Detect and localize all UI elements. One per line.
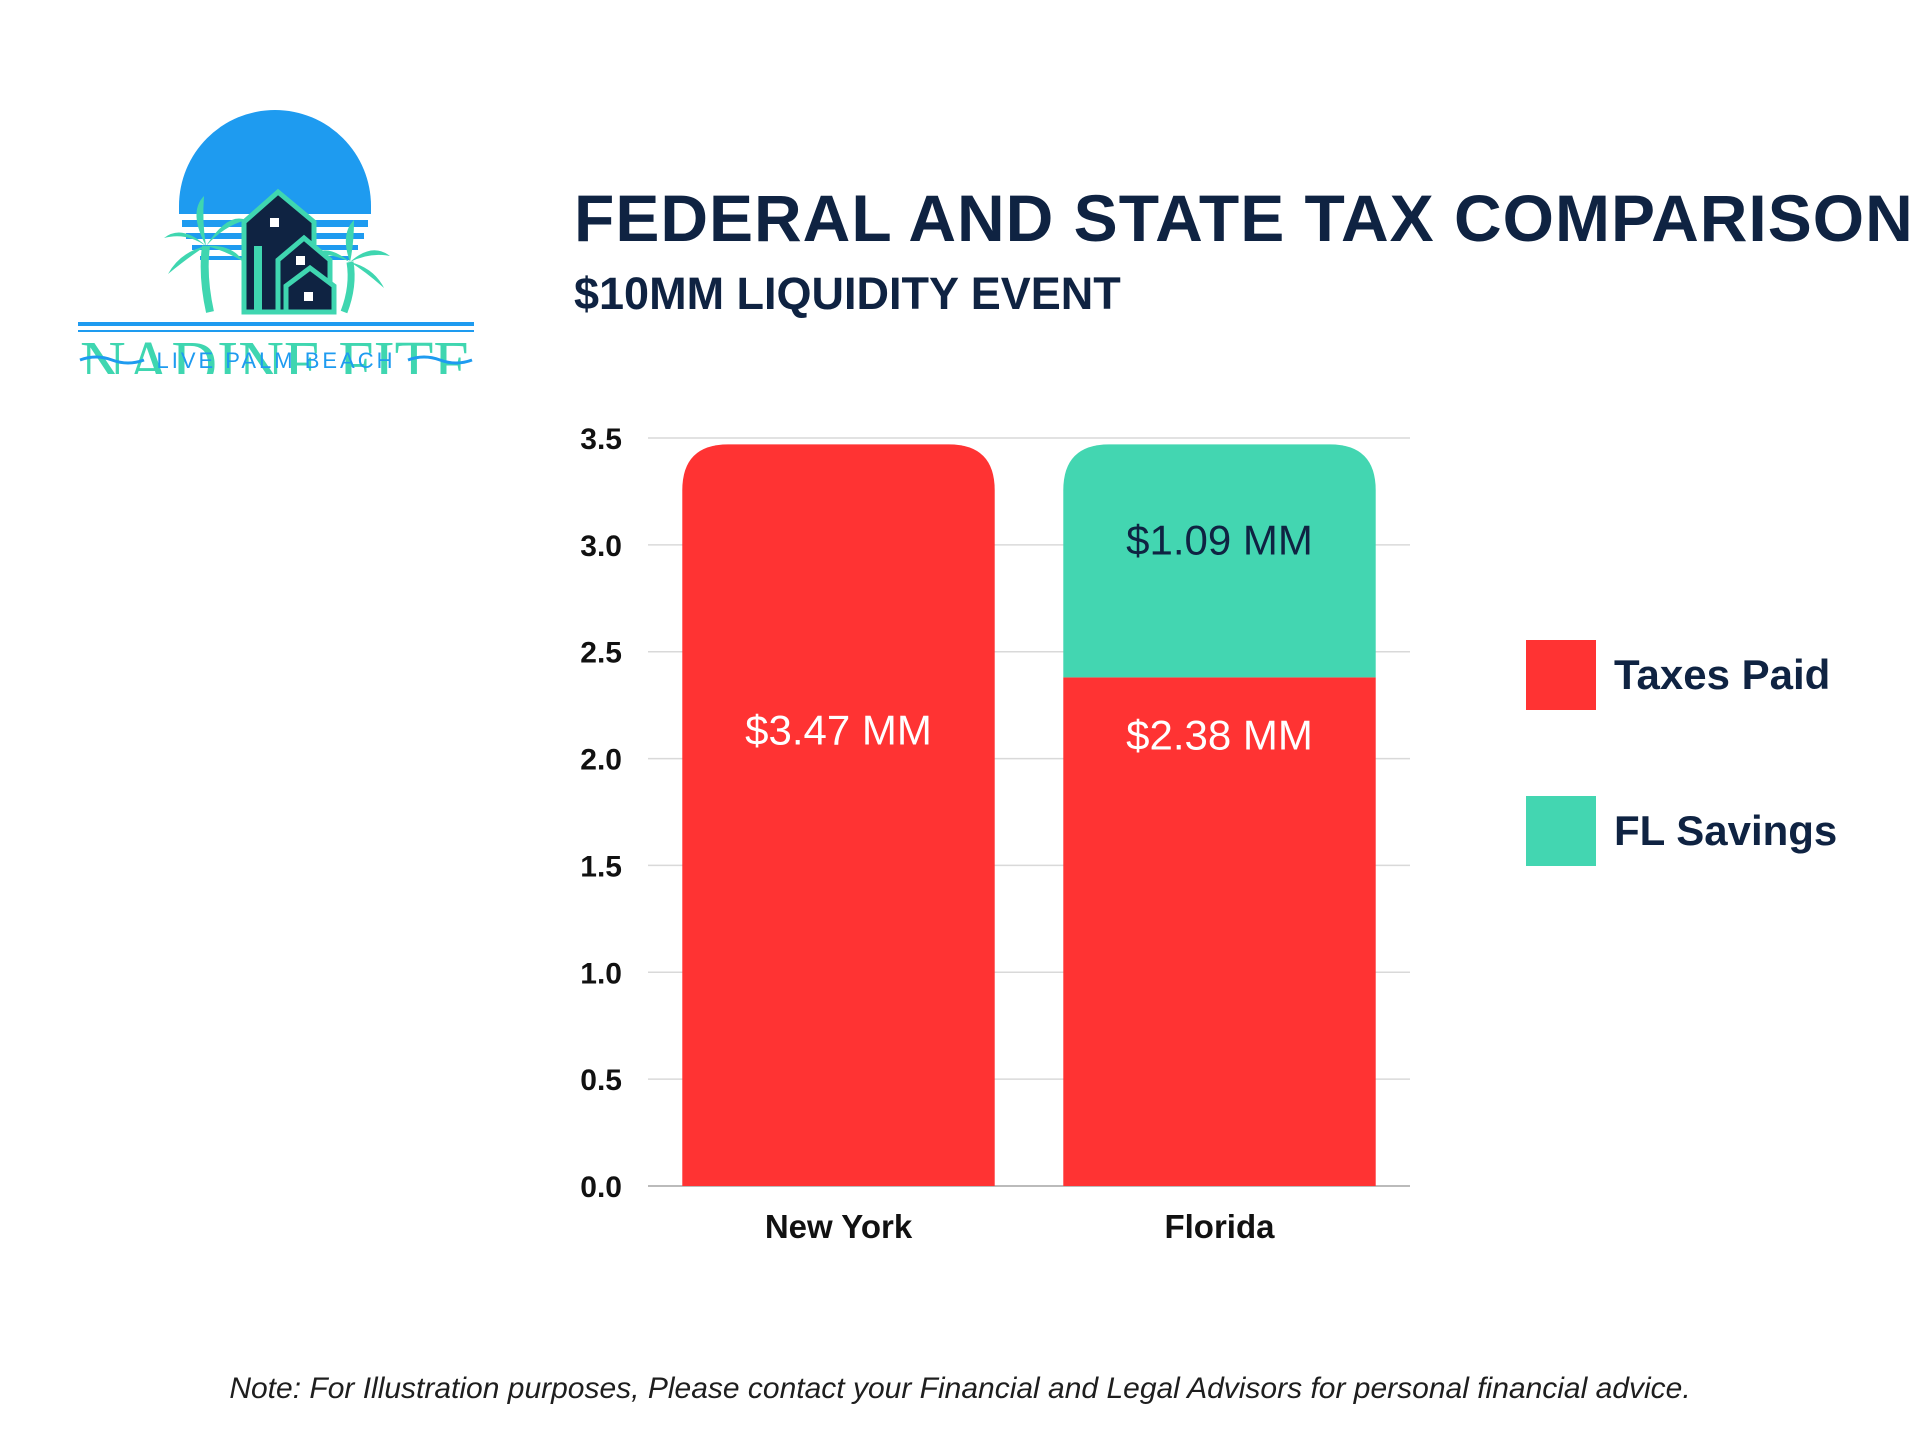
svg-text:NADINE FITE: NADINE FITE bbox=[80, 328, 472, 374]
brand-tagline: LIVE PALM BEACH bbox=[78, 344, 474, 374]
legend-item-taxes-paid: Taxes Paid bbox=[1526, 640, 1837, 710]
disclaimer-footnote: Note: For Illustration purposes, Please … bbox=[229, 1372, 1691, 1405]
legend-label-fl-savings: FL Savings bbox=[1614, 807, 1838, 854]
y-tick-label: 2.0 bbox=[580, 744, 622, 777]
legend-swatch-fl-savings bbox=[1526, 796, 1596, 866]
x-tick-label: New York bbox=[765, 1208, 913, 1245]
chart-title: FEDERAL AND STATE TAX COMPARISON bbox=[574, 181, 1914, 255]
legend-swatch-taxes-paid bbox=[1526, 640, 1596, 710]
bar-taxes-paid-florida bbox=[1063, 677, 1376, 1186]
y-tick-label: 0.0 bbox=[580, 1171, 622, 1204]
stacked-bar-chart: 0.0 0.5 1.0 1.5 2.0 2.5 3.0 3.5 $3.47 MM New York… bbox=[580, 423, 1410, 1245]
legend-label-taxes-paid: Taxes Paid bbox=[1614, 651, 1831, 698]
x-tick-label: Florida bbox=[1164, 1208, 1275, 1245]
brand-logo: NADINE FITE bbox=[78, 96, 474, 374]
y-tick-label: 0.5 bbox=[580, 1064, 622, 1097]
chart-legend: Taxes Paid FL Savings bbox=[1526, 640, 1837, 952]
data-label: $1.09 MM bbox=[1126, 516, 1313, 563]
svg-text:LIVE PALM BEACH: LIVE PALM BEACH bbox=[157, 348, 396, 373]
y-tick-label: 2.5 bbox=[580, 637, 622, 670]
y-tick-label: 1.5 bbox=[580, 850, 622, 883]
bar-taxes-paid-new-york bbox=[682, 444, 995, 1186]
legend-item-fl-savings: FL Savings bbox=[1526, 796, 1837, 866]
y-tick-label: 1.0 bbox=[580, 957, 622, 990]
data-label: $2.38 MM bbox=[1126, 711, 1313, 758]
bar-fl-savings-florida bbox=[1063, 444, 1376, 678]
y-tick-label: 3.5 bbox=[580, 423, 622, 456]
chart-subtitle: $10MM LIQUIDITY EVENT bbox=[574, 268, 1121, 319]
data-label: $3.47 MM bbox=[745, 707, 932, 754]
y-tick-label: 3.0 bbox=[580, 530, 622, 563]
